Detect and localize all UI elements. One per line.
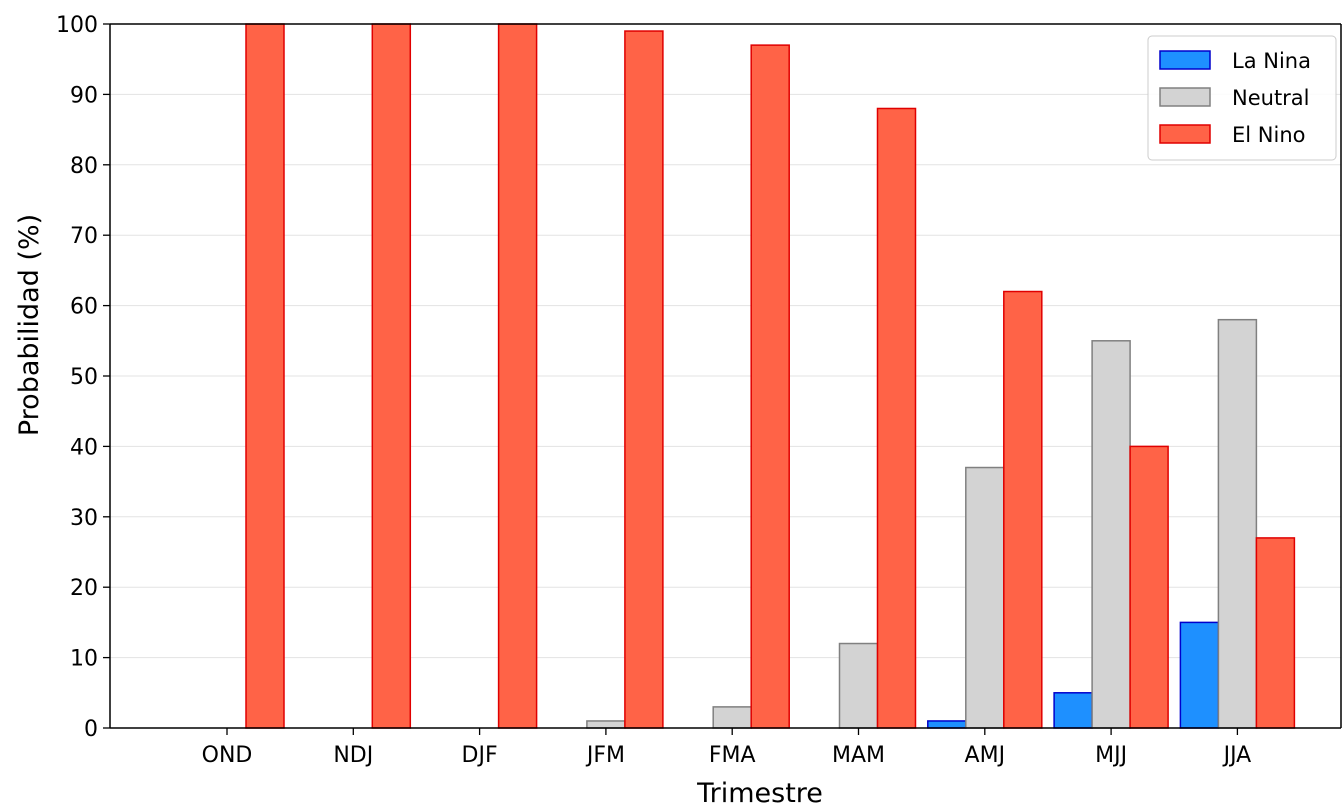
legend-swatch-el-nino <box>1159 124 1211 144</box>
legend: La Nina Neutral El Nino <box>1147 35 1337 161</box>
legend-label-la-nina: La Nina <box>1232 49 1311 73</box>
bars <box>245 23 1296 729</box>
bar-el-nino <box>750 44 790 729</box>
x-tick-label: AMJ <box>965 743 1006 768</box>
legend-label-el-nino: El Nino <box>1232 123 1305 147</box>
y-axis-label: Probabilidad (%) <box>14 214 45 436</box>
bar-la-nina <box>927 720 967 729</box>
y-tick-label: 20 <box>70 576 98 601</box>
bar-el-nino <box>1003 290 1043 729</box>
y-tick-label: 10 <box>70 647 98 672</box>
y-tick-label: 30 <box>70 506 98 531</box>
x-tick-label: MAM <box>832 743 885 768</box>
bar-neutral <box>712 706 752 729</box>
y-tick-label: 60 <box>70 295 98 320</box>
bar-el-nino <box>497 23 538 729</box>
x-tick-label: MJJ <box>1095 743 1127 768</box>
bar-neutral <box>1217 318 1258 729</box>
y-axis-ticks: 0 10 20 30 40 50 60 70 80 90 100 <box>56 13 110 742</box>
x-axis-ticks: OND NDJ DJF JFM FMA MAM AMJ MJJ JJA <box>202 728 1252 768</box>
bar-neutral <box>586 720 626 729</box>
bar-neutral <box>965 466 1005 729</box>
legend-swatch-neutral <box>1159 87 1211 107</box>
bar-el-nino <box>371 23 412 729</box>
legend-swatch-la-nina <box>1159 50 1211 70</box>
y-tick-label: 50 <box>70 365 98 390</box>
x-axis-label: Trimestre <box>696 778 823 809</box>
bar-el-nino <box>245 23 285 729</box>
y-tick-label: 90 <box>70 83 98 108</box>
bar-neutral <box>838 642 879 729</box>
bar-la-nina <box>1179 621 1220 729</box>
bar-el-nino <box>1129 445 1169 729</box>
x-tick-label: DJF <box>462 743 498 768</box>
bar-el-nino <box>1255 537 1296 729</box>
bar-el-nino <box>624 30 664 729</box>
x-tick-label: NDJ <box>333 743 373 768</box>
x-tick-label: JFM <box>585 743 625 768</box>
bar-neutral <box>1091 340 1131 729</box>
bar-el-nino <box>876 107 917 729</box>
x-tick-label: OND <box>202 743 253 768</box>
y-tick-label: 40 <box>70 435 98 460</box>
x-tick-label: FMA <box>709 743 756 768</box>
y-tick-label: 70 <box>70 224 98 249</box>
legend-label-neutral: Neutral <box>1232 86 1310 110</box>
y-tick-label: 100 <box>56 13 98 38</box>
x-tick-label: JJA <box>1222 743 1252 768</box>
bar-la-nina <box>1053 692 1093 729</box>
y-tick-label: 0 <box>84 717 98 742</box>
y-tick-label: 80 <box>70 154 98 179</box>
